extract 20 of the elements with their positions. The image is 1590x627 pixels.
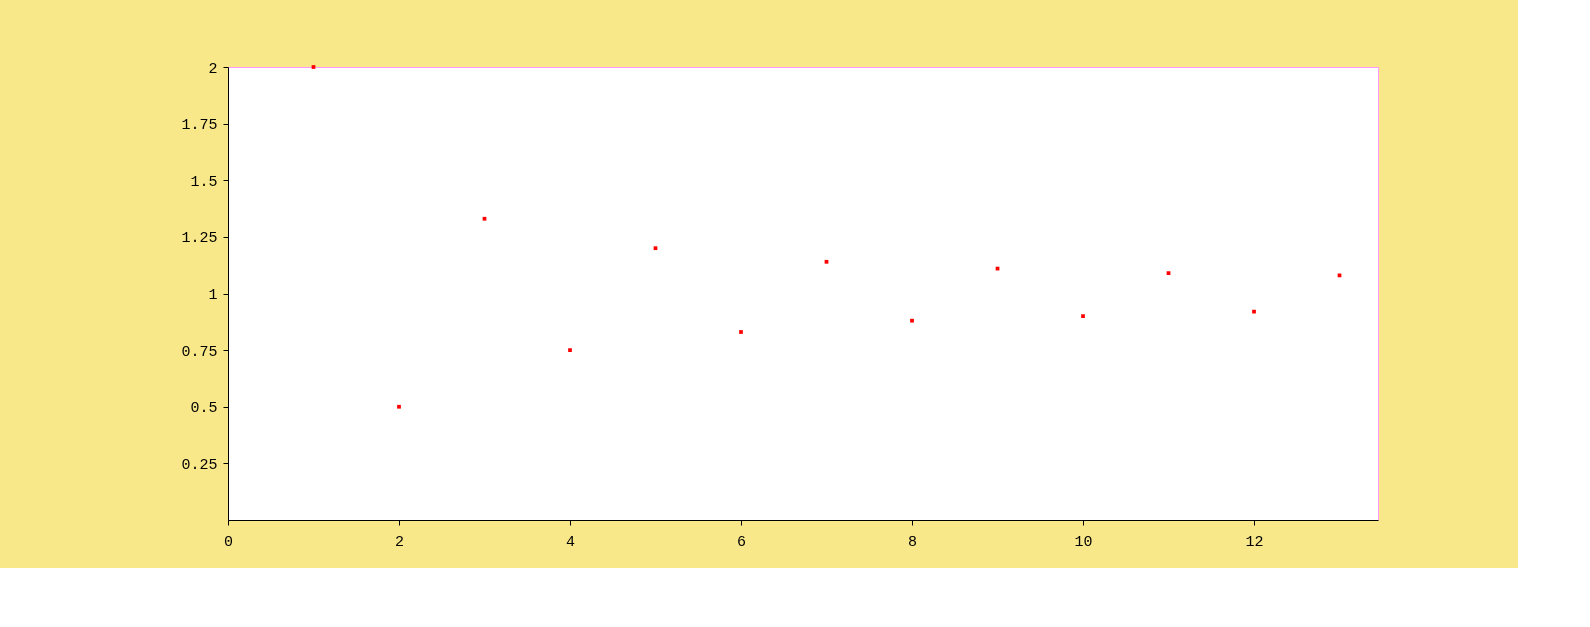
x-tick-label: 8 (908, 533, 918, 551)
point (910, 318, 914, 323)
x-tick-label: 4 (566, 533, 576, 551)
y-tick-label: 1.75 (181, 117, 218, 135)
x-tick-label: 10 (1074, 533, 1093, 551)
y-tick-label: 0.25 (181, 456, 218, 474)
point (739, 330, 743, 334)
y-tick-label: 1.25 (181, 230, 218, 248)
point (1081, 314, 1085, 319)
y-tick-label: 1 (208, 287, 218, 304)
x-tick-label: 12 (1245, 533, 1264, 551)
x-tick-label: 0 (223, 533, 234, 551)
x-tick-label: 6 (737, 533, 747, 551)
y-tick-label: 0.5 (190, 400, 218, 418)
point (568, 348, 572, 352)
y-tick-label: 0.75 (181, 343, 218, 361)
y-tick-label: 2 (208, 60, 218, 78)
y-tick-label: 1.5 (190, 173, 218, 191)
point (397, 404, 401, 409)
x-tick-label: 2 (395, 533, 405, 551)
